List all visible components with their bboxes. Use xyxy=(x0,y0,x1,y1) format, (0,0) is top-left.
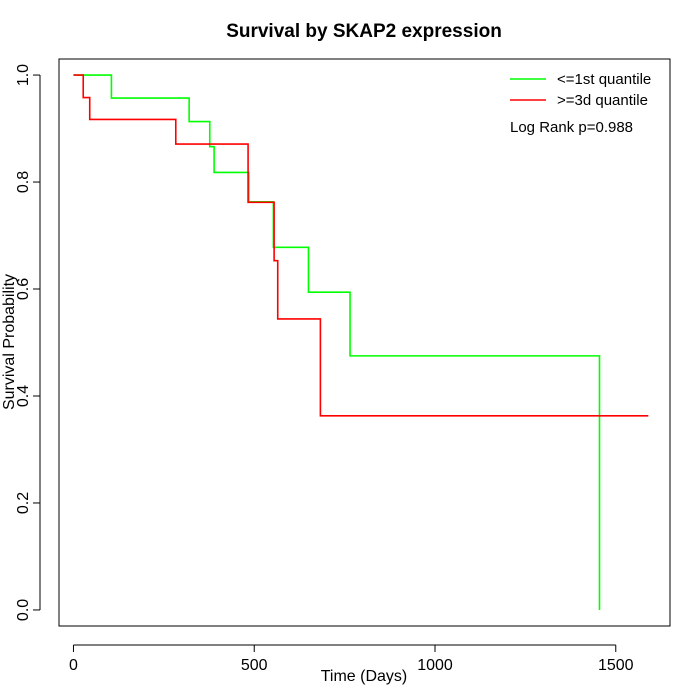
plot-frame xyxy=(58,58,671,627)
series-layer xyxy=(73,74,649,610)
survival-curve-high-quantile xyxy=(73,74,649,417)
y-tick-label: 0.6 xyxy=(15,278,32,300)
x-axis-label: Time (Days) xyxy=(321,668,408,685)
y-tick-label: 0.4 xyxy=(15,385,32,407)
x-tick-label: 0 xyxy=(69,657,78,674)
y-axis-label: Survival Probability xyxy=(1,274,18,410)
survival-curve-low-quantile xyxy=(73,74,601,610)
legend: <=1st quantile >=3d quantile xyxy=(510,71,651,109)
y-tick-label: 0.0 xyxy=(15,599,32,621)
legend-label-low-quantile: <=1st quantile xyxy=(557,71,651,88)
y-tick-label: 1.0 xyxy=(15,64,32,86)
y-tick-label: 0.8 xyxy=(15,171,32,193)
logrank-annotation: Log Rank p=0.988 xyxy=(510,119,633,136)
x-tick-label: 500 xyxy=(241,657,268,674)
chart-title: Survival by SKAP2 expression xyxy=(226,21,502,42)
x-tick-label: 1000 xyxy=(417,657,453,674)
x-tick-label: 1500 xyxy=(598,657,634,674)
y-tick-label: 0.2 xyxy=(15,492,32,514)
y-axis: 0.0 0.2 0.4 0.6 0.8 1.0 xyxy=(15,64,41,621)
legend-label-high-quantile: >=3d quantile xyxy=(557,92,648,109)
x-axis: 0 500 1000 1500 xyxy=(69,644,634,674)
